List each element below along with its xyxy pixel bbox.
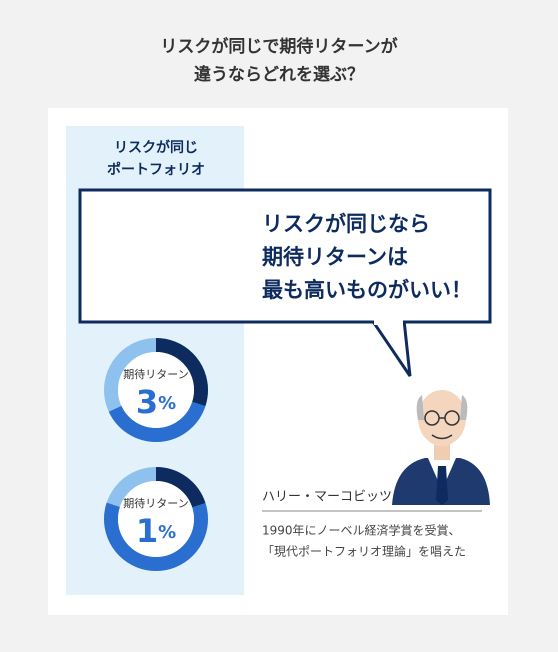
return-number: 3 [136,383,158,421]
speech-tail [370,319,412,377]
expected-return: 3% [136,383,176,421]
speech-line: 最も高いものがいい！ [262,278,472,302]
donut-segment [104,338,208,442]
donut-label: 期待リターン [123,496,188,510]
return-number: 1 [136,512,158,550]
return-unit: % [158,522,176,543]
speech-line: 期待リターンは [262,245,408,269]
person-description: 1990年にノーベル経済学賞を受賞、 [262,523,461,538]
donut-label: 期待リターン [123,367,188,381]
speech-line: リスクが同じなら [262,212,430,236]
person-illustration [392,390,490,505]
title: リスクが同じで期待リターンが [160,36,397,57]
title: 違うならどれを選ぶ？ [194,64,364,85]
speech-box [78,188,492,324]
tail-join [374,317,403,325]
person-name: ハリー・マーコビッツ [262,490,392,505]
person-description: 「現代ポートフォリオ理論」を唱えた [262,544,466,559]
expected-return: 1% [136,512,176,550]
donut-segment [104,467,208,571]
return-unit: % [158,393,176,414]
donut-segment [104,338,208,442]
donut-hole [118,481,194,557]
donut-segment [104,467,208,571]
donut-hole [118,352,194,428]
column-header: リスクが同じ [114,139,198,156]
column-header: ポートフォリオ [107,161,205,178]
